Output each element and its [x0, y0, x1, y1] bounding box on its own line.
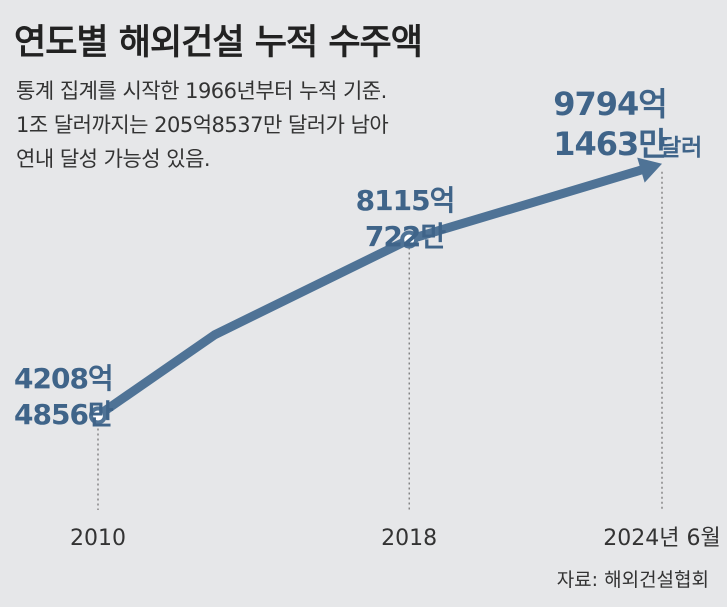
series-line: [93, 165, 646, 421]
subtitle-line-1: 통계 집계를 시작한 1966년부터 누적 기준.: [16, 79, 387, 103]
data-label-0-line-1: 4856만: [14, 398, 114, 431]
arrow-head: [637, 157, 662, 183]
data-label-0-line-0: 4208억: [14, 362, 113, 395]
source-note: 자료: 해외건설협회: [556, 569, 709, 591]
point-marker-0: [89, 406, 107, 425]
point-marker-2: [400, 230, 419, 249]
data-label-unit: 달러: [660, 135, 702, 161]
data-label-2-line-0: 8115억: [356, 184, 455, 217]
chart-title: 연도별 해외건설 누적 수주액: [14, 23, 423, 63]
x-tick-label-3: 2024년 6월: [603, 526, 720, 551]
data-label-2-line-1: 722만: [365, 220, 446, 253]
chart-subtitle: 통계 집계를 시작한 1966년부터 누적 기준. 1조 달러까지는 205억8…: [16, 74, 389, 176]
subtitle-line-2: 1조 달러까지는 205억8537만 달러가 남아: [16, 113, 389, 137]
data-label-3-line-0: 9794억: [553, 85, 667, 123]
data-label-3-line-1: 1463만: [553, 125, 667, 163]
x-tick-label-2: 2018: [381, 526, 437, 551]
subtitle-line-3: 연내 달성 가능성 있음.: [16, 147, 211, 171]
x-tick-label-0: 2010: [70, 526, 126, 551]
